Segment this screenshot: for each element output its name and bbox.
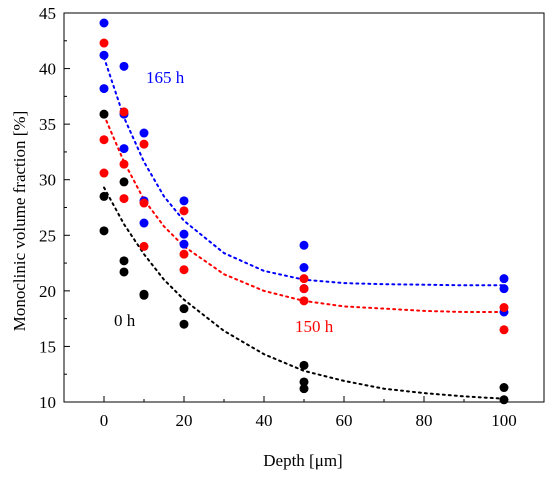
data-point: [179, 206, 189, 216]
y-tick-label: 30: [39, 171, 56, 190]
data-point: [99, 84, 109, 94]
data-point: [99, 135, 109, 145]
plot-border: [63, 12, 545, 403]
fit-curve: [103, 186, 505, 400]
y-tick-label: 15: [39, 337, 56, 356]
data-point: [179, 304, 189, 314]
data-point: [119, 256, 129, 266]
data-point: [139, 218, 149, 228]
data-point: [99, 18, 109, 28]
data-point: [499, 303, 509, 313]
data-point: [179, 239, 189, 249]
series-label-0h: 0 h: [114, 311, 136, 330]
data-point: [299, 284, 309, 294]
data-point: [499, 274, 509, 284]
data-point: [139, 198, 149, 208]
y-tick-label: 40: [39, 60, 56, 79]
data-point: [179, 265, 189, 275]
x-tick-label: 100: [491, 411, 517, 430]
data-point: [299, 360, 309, 370]
series-label-165h: 165 h: [146, 68, 185, 87]
series-label-150h: 150 h: [295, 317, 334, 336]
data-point: [179, 196, 189, 206]
y-tick-label: 25: [39, 226, 56, 245]
data-point: [499, 284, 509, 294]
data-point: [119, 194, 129, 204]
data-point: [299, 263, 309, 273]
data-point: [139, 139, 149, 149]
data-point: [299, 274, 309, 284]
data-point: [119, 177, 129, 187]
fit-curves: [103, 56, 505, 400]
data-point: [139, 290, 149, 300]
data-point: [99, 168, 109, 178]
data-point: [299, 240, 309, 250]
data-point: [499, 325, 509, 335]
y-tick-label: 20: [39, 282, 56, 301]
data-point: [499, 383, 509, 393]
fit-curve: [103, 56, 505, 287]
data-point: [119, 144, 129, 154]
x-tick-label: 20: [176, 411, 193, 430]
y-tick-label: 10: [39, 393, 56, 412]
x-tick-label: 80: [416, 411, 433, 430]
data-point: [99, 226, 109, 236]
x-axis-title: Depth [μm]: [263, 451, 342, 470]
x-tick-label: 0: [100, 411, 109, 430]
x-tick-label: 40: [256, 411, 273, 430]
data-point: [119, 61, 129, 71]
y-tick-label: 35: [39, 115, 56, 134]
data-point: [299, 377, 309, 387]
data-point: [99, 109, 109, 119]
data-point: [99, 38, 109, 48]
data-point: [99, 50, 109, 60]
data-point: [119, 107, 129, 117]
y-tick-label: 45: [39, 4, 56, 23]
data-point: [179, 249, 189, 259]
data-point: [299, 384, 309, 394]
plot-area: [63, 12, 545, 403]
data-point: [139, 241, 149, 251]
y-axis-title: Monoclinic volume fraction [%]: [10, 111, 29, 331]
fit-curve: [103, 114, 505, 313]
data-point: [179, 319, 189, 329]
data-point: [99, 191, 109, 201]
data-point: [119, 267, 129, 277]
x-tick-label: 60: [336, 411, 353, 430]
data-point: [179, 229, 189, 239]
data-point: [299, 296, 309, 306]
axis-ticks: 0 20 40 60 80 100 10 15 20 25 30 35 40 45: [39, 4, 517, 430]
data-point: [139, 128, 149, 138]
data-point: [119, 159, 129, 169]
